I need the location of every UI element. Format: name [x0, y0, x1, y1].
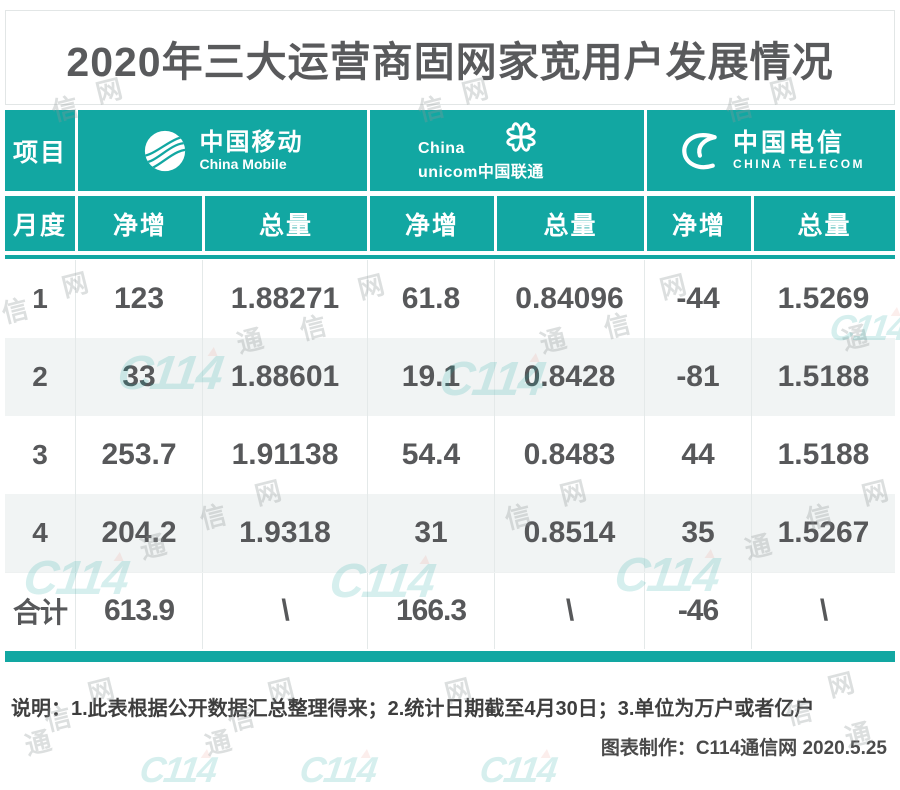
mobile-total: 1.91138: [231, 438, 339, 471]
mobile-total: 1.88601: [230, 360, 340, 393]
telecom-total: 1.5188: [777, 438, 870, 471]
telecom-net-add: 44: [681, 438, 715, 471]
unicom-net-add: 19.1: [401, 360, 461, 393]
telecom-total-header: 总量: [751, 196, 895, 251]
page-title: 2020年三大运营商固网家宽用户发展情况: [66, 38, 834, 85]
month-cell: 4: [32, 517, 48, 548]
china-unicom-knot-icon: [506, 121, 536, 152]
unicom-total-header: 总量: [494, 196, 644, 251]
month-header-label: 月度: [12, 211, 67, 240]
table-row-month-3: 3 253.7 1.91138 54.4 0.8483 44 1.5188: [5, 416, 895, 494]
mobile-total: 1.88271: [230, 282, 340, 315]
telecom-total: 1.5188: [777, 360, 870, 393]
unicom-net-add: 61.8: [401, 282, 461, 315]
china-telecom-logo-icon: [682, 132, 717, 169]
mobile-total-na: \: [281, 594, 289, 627]
carrier-header-china-unicom: China unicom中国联通: [367, 110, 644, 191]
infographic-sheet: 2020年三大运营商固网家宽用户发展情况 项目: [5, 10, 895, 760]
china-telecom-cn-label: 中国电信: [732, 129, 845, 158]
china-mobile-logo-icon: [144, 130, 185, 171]
china-unicom-en-line1: China: [418, 139, 465, 157]
mobile-total: 1.9318: [239, 516, 331, 549]
table-row-month-1: 1 123 1.88271 61.8 0.84096 -44 1.5269: [5, 260, 895, 338]
mobile-net-add: 253.7: [101, 438, 177, 471]
table-row-total: 合计 613.9 \ 166.3 \ -46 \: [5, 572, 895, 649]
header-divider: [5, 255, 895, 259]
unicom-net-add: 31: [414, 516, 448, 549]
china-mobile-cn-label: 中国移动: [199, 128, 304, 156]
mobile-net-add: 123: [113, 282, 165, 315]
table-bottom-accent-bar: [5, 651, 895, 662]
carrier-header-china-telecom: 中国电信 CHINA TELECOM: [644, 110, 895, 191]
month-cell: 2: [32, 361, 48, 392]
telecom-total-na: \: [819, 594, 828, 627]
china-telecom-en-label: CHINA TELECOM: [732, 156, 866, 171]
mobile-total-header: 总量: [202, 196, 367, 251]
broadband-table: 项目 中国移动 China Mobile: [5, 110, 895, 662]
china-mobile-lockup: 中国移动 China Mobile: [142, 128, 304, 174]
month-cell: 1: [32, 283, 48, 314]
unicom-net-add-header: 净增: [367, 196, 494, 251]
header-corner-cell: 项目: [5, 110, 75, 191]
china-telecom-wordmark: 中国电信 CHINA TELECOM: [733, 129, 865, 172]
total-label: 合计: [12, 597, 68, 628]
unicom-total-na: \: [565, 594, 574, 627]
telecom-total: 1.5267: [777, 516, 870, 549]
unicom-total: 0.8428: [523, 360, 616, 393]
mobile-net-add: 204.2: [101, 516, 177, 549]
month-cell: 3: [32, 439, 48, 470]
unicom-total: 0.8483: [523, 438, 616, 471]
mobile-net-add: 33: [122, 360, 156, 393]
telecom-net-add: 35: [681, 516, 715, 549]
china-unicom-cn-label: 中国联通: [477, 163, 544, 181]
telecom-net-add-header: 净增: [644, 196, 751, 251]
sub-header-row: 月度 净增 总量 净增 总量 净增 总量: [5, 196, 895, 251]
china-mobile-wordmark: 中国移动 China Mobile: [200, 129, 304, 173]
unicom-total: 0.84096: [515, 282, 624, 315]
telecom-net-add: -44: [676, 282, 720, 315]
china-telecom-lockup: 中国电信 CHINA TELECOM: [677, 129, 865, 173]
corner-label: 项目: [12, 138, 67, 167]
footnote: 说明：1.此表根据公开数据汇总整理得来；2.统计日期截至4月30日；3.单位为万…: [11, 698, 815, 720]
china-unicom-en-label: unicom: [418, 163, 478, 181]
mobile-net-add-header: 净增: [75, 196, 202, 251]
telecom-net-add-total: -46: [677, 594, 719, 627]
table-row-month-2: 2 33 1.88601 19.1 0.8428 -81 1.5188: [5, 338, 895, 416]
carrier-header-china-mobile: 中国移动 China Mobile: [75, 110, 367, 191]
china-unicom-lockup: China unicom中国联通: [404, 118, 610, 184]
table-row-month-4: 4 204.2 1.9318 31 0.8514 35 1.5267: [5, 494, 895, 572]
china-unicom-en-line2: unicom中国联通: [418, 158, 544, 182]
china-mobile-en-label: China Mobile: [199, 156, 287, 173]
carrier-header-row: 项目 中国移动 China Mobile: [5, 110, 895, 191]
telecom-total: 1.5269: [777, 282, 870, 315]
credit-line: 图表制作：C114通信网 2020.5.25: [600, 738, 887, 759]
title-box: 2020年三大运营商固网家宽用户发展情况: [5, 10, 895, 105]
unicom-total: 0.8514: [523, 516, 616, 549]
month-header-cell: 月度: [5, 196, 75, 251]
unicom-net-add: 54.4: [401, 438, 461, 471]
unicom-net-add-total: 166.3: [395, 594, 467, 627]
telecom-net-add: -81: [676, 360, 720, 393]
mobile-net-add-total: 613.9: [103, 594, 175, 627]
